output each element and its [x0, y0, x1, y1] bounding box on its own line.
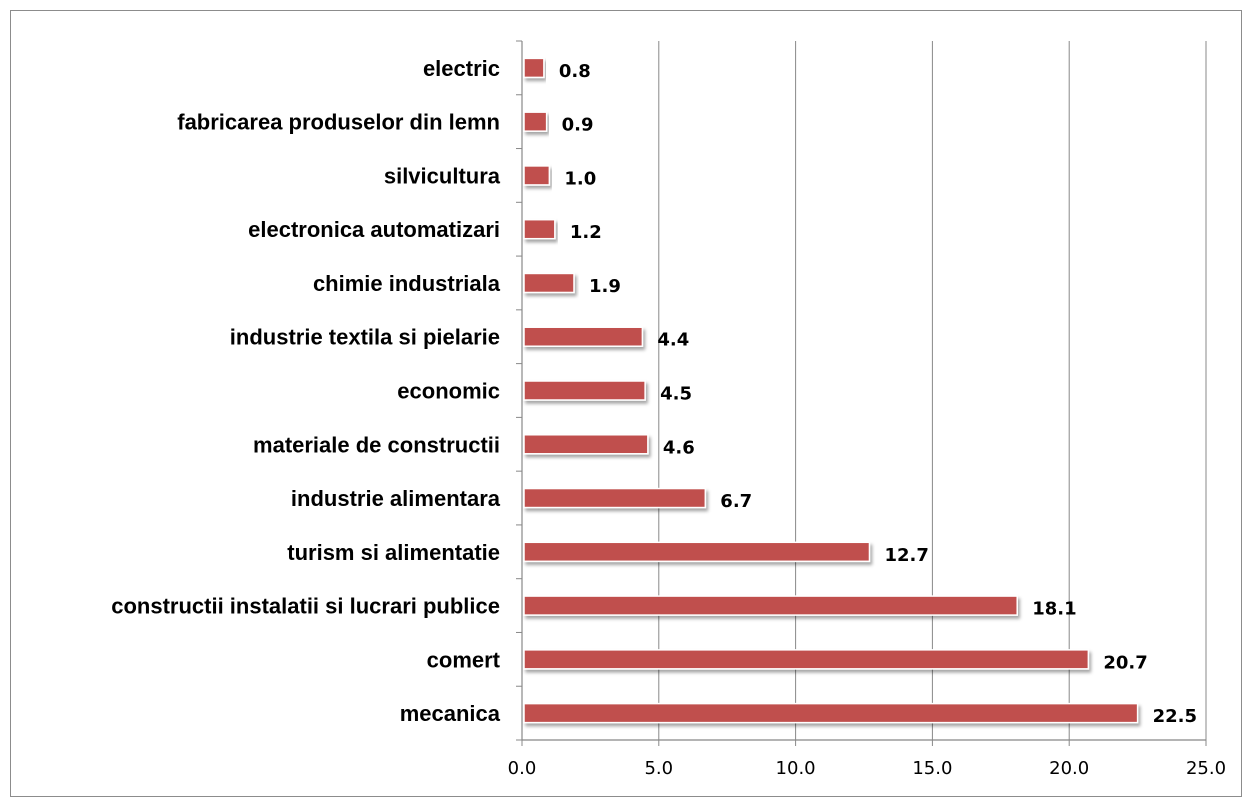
- category-label: economic: [397, 379, 500, 404]
- bar: [523, 380, 646, 401]
- value-label: 4.6: [663, 437, 695, 458]
- axes: [516, 40, 1207, 746]
- category-label: fabricarea produselor din lemn: [177, 110, 500, 135]
- value-label: 4.4: [657, 330, 689, 351]
- bar: [523, 218, 556, 240]
- bar: [523, 272, 575, 294]
- category-label: comert: [427, 647, 501, 672]
- bar: [523, 487, 707, 509]
- bar: [523, 541, 871, 563]
- bars: [523, 57, 1139, 724]
- category-label: constructii instalatii si lucrari public…: [111, 594, 500, 619]
- bar: [523, 595, 1018, 616]
- category-label: turism si alimentatie: [287, 540, 500, 565]
- category-label: mecanica: [400, 701, 501, 726]
- x-tick-label: 15.0: [912, 758, 952, 779]
- x-tick-label: 10.0: [776, 758, 816, 779]
- bar: [523, 57, 545, 79]
- value-label: 6.7: [720, 491, 752, 512]
- value-label: 20.7: [1103, 652, 1147, 673]
- labels: 0.0 5.0 10.0 15.0 20.0 25.0 electric 0.8 fabrica…: [111, 56, 1226, 779]
- x-tick-label: 0.0: [508, 758, 537, 779]
- gridlines: [658, 41, 1207, 740]
- category-label: chimie industriala: [313, 271, 501, 296]
- category-label: materiale de constructii: [253, 432, 500, 457]
- value-label: 4.5: [660, 384, 692, 405]
- value-label: 1.2: [570, 222, 602, 243]
- x-tick-label: 5.0: [644, 758, 673, 779]
- bar: [523, 434, 649, 455]
- value-label: 22.5: [1153, 706, 1197, 727]
- bar: [523, 649, 1090, 670]
- bar: [523, 702, 1139, 724]
- category-label: industrie textila si pielarie: [230, 325, 500, 350]
- category-label: electronica automatizari: [248, 217, 500, 242]
- bar: [523, 111, 548, 132]
- value-label: 1.9: [589, 276, 621, 297]
- x-tick-label: 20.0: [1049, 758, 1089, 779]
- value-label: 0.9: [562, 115, 594, 136]
- value-label: 0.8: [559, 61, 591, 82]
- x-tick-label: 25.0: [1186, 758, 1226, 779]
- bar: [523, 165, 551, 186]
- value-label: 12.7: [884, 545, 928, 566]
- category-label: industrie alimentara: [291, 486, 501, 511]
- value-label: 1.0: [564, 168, 596, 189]
- value-label: 18.1: [1032, 599, 1076, 620]
- category-label: electric: [423, 56, 500, 81]
- bar: [523, 326, 644, 347]
- category-label: silvicultura: [384, 163, 501, 188]
